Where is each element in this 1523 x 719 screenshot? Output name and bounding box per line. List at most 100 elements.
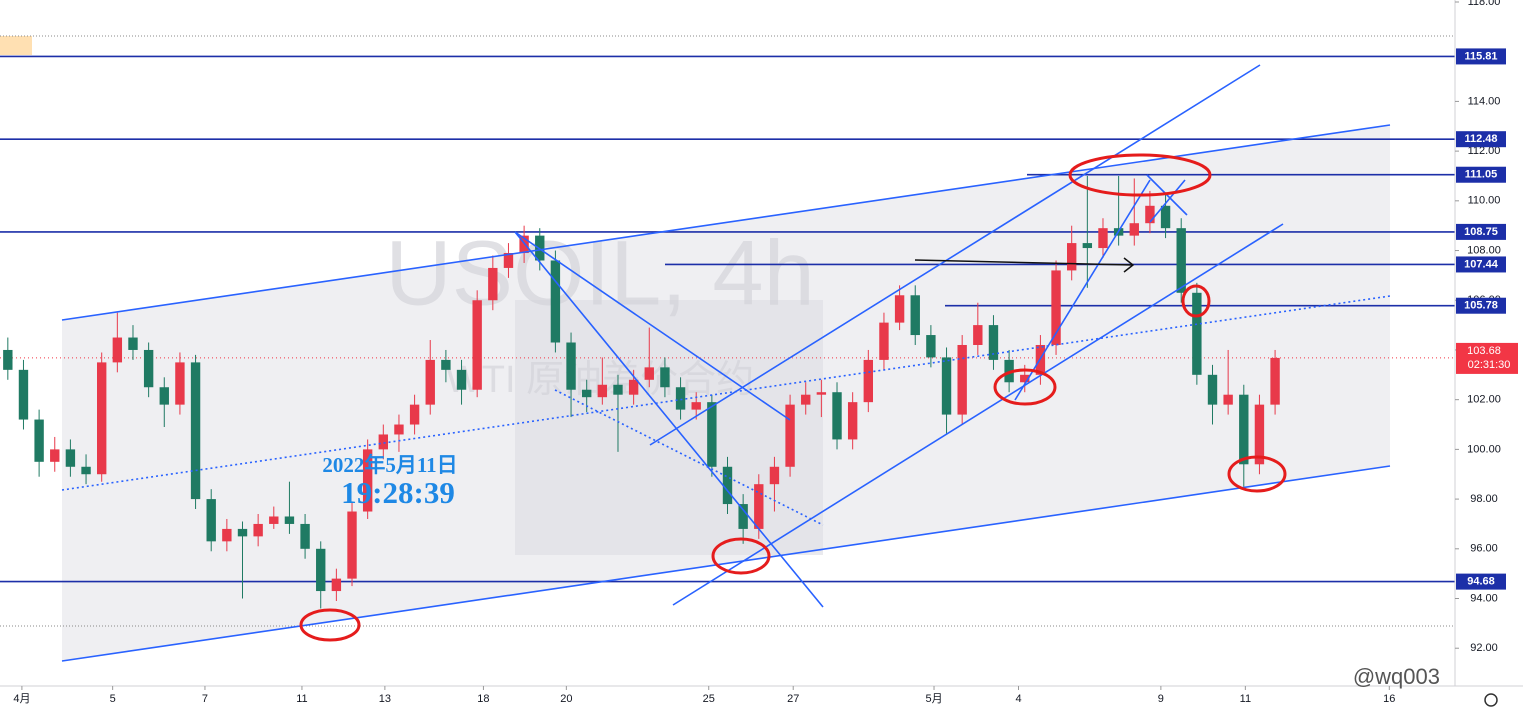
candle-body [707,402,717,467]
x-tick-label: 9 [1158,693,1164,705]
level-label: 115.81 [1464,50,1497,62]
candle-body [1067,243,1077,271]
trend-line [1149,179,1186,223]
candle-body [738,504,748,529]
x-tick-label: 25 [703,693,715,705]
settings-icon[interactable] [1484,693,1498,707]
candle-body [316,548,326,592]
highlight [711,537,771,575]
candle-body [582,389,592,398]
level-label-box [1456,573,1506,590]
candle-body [941,357,952,415]
watermark: @wq003 [1353,664,1440,689]
candle-body [175,362,185,405]
candle-body [18,369,29,420]
candle-body [1051,270,1061,345]
mid-line [61,295,1391,491]
candle-body [206,499,216,542]
candle-body [1145,205,1155,224]
candle-body [1129,223,1139,236]
highlight [1181,284,1211,318]
candle-body [3,349,13,370]
arrow-head [1123,257,1135,273]
candle-body [347,511,357,579]
candle-body [847,402,858,440]
x-tick-label: 11 [296,693,307,705]
last-price-label: 103.68 [1467,345,1501,357]
candle-body [112,337,123,363]
candle-body [97,362,107,475]
candle-body [300,523,310,549]
level-label-box [1456,166,1506,183]
level-label: 112.48 [1464,133,1497,145]
level-label-box [1456,131,1506,148]
y-tick-label: 118.00 [1468,0,1501,8]
candle-body [754,484,764,529]
level-label-box [1456,48,1506,65]
y-tick-label: 94.00 [1470,592,1498,604]
trend-line [61,465,1391,662]
level-label: 108.75 [1464,226,1498,238]
candle-body [34,419,44,462]
candle-body [425,359,435,405]
candle-body [863,359,873,403]
candle-body [472,300,482,390]
x-tick-label: 18 [477,693,489,705]
x-tick-label: 7 [202,693,208,705]
y-tick-label: 102.00 [1467,394,1501,406]
highlight [299,608,361,642]
x-tick-label: 16 [1383,693,1395,705]
level-label-box [1456,223,1506,240]
candle-body [816,392,827,395]
mid-line [554,389,824,526]
candle-body [441,359,451,370]
range-fill [515,300,823,555]
x-tick-label: 11 [1240,693,1251,705]
level-label: 107.44 [1464,258,1499,270]
candle-body [550,260,561,343]
x-tick-label: 5月 [925,693,942,705]
x-tick-label: 5 [110,693,116,705]
candle-body [128,337,138,350]
candle-body [1270,357,1280,405]
candle-body [722,466,733,505]
highlight [993,368,1057,406]
candle-body [1098,228,1108,249]
candle-body [926,335,936,358]
countdown: 02:31:30 [1468,359,1511,371]
candles [3,175,1280,609]
candle-body [190,362,201,500]
candle-body [159,387,169,405]
candle-body [284,516,295,524]
candle-body [362,449,373,512]
candle-body [503,253,514,268]
highlight [1068,153,1212,197]
candle-body [237,528,248,537]
watermark-title: USOIL, 4h [385,222,815,324]
candle-body [1254,404,1265,465]
trend-line [649,64,1261,446]
x-tick-label: 20 [560,693,572,705]
candle-body [488,267,498,301]
levels [0,55,1455,583]
candle-body [222,528,232,542]
y-tick-label: 92.00 [1470,642,1498,654]
trend-line [514,231,824,608]
level-label-box [1456,297,1506,314]
candle-body [675,387,686,410]
candle-body [973,325,983,345]
x-tick-label: 4月 [13,693,30,705]
candle-body [1192,292,1202,375]
candle-body [660,367,670,388]
arrow [914,259,1134,266]
candle-body [597,384,608,398]
candle-body [253,523,263,537]
candle-body [957,344,967,415]
candle-body [785,404,795,467]
y-tick-label: 96.00 [1470,543,1498,555]
level-label-box [1456,256,1506,273]
y-tick-label: 112.00 [1468,145,1501,157]
candle-body [1207,374,1218,405]
x-tick-label: 4 [1015,693,1021,705]
candle-body [50,449,60,462]
